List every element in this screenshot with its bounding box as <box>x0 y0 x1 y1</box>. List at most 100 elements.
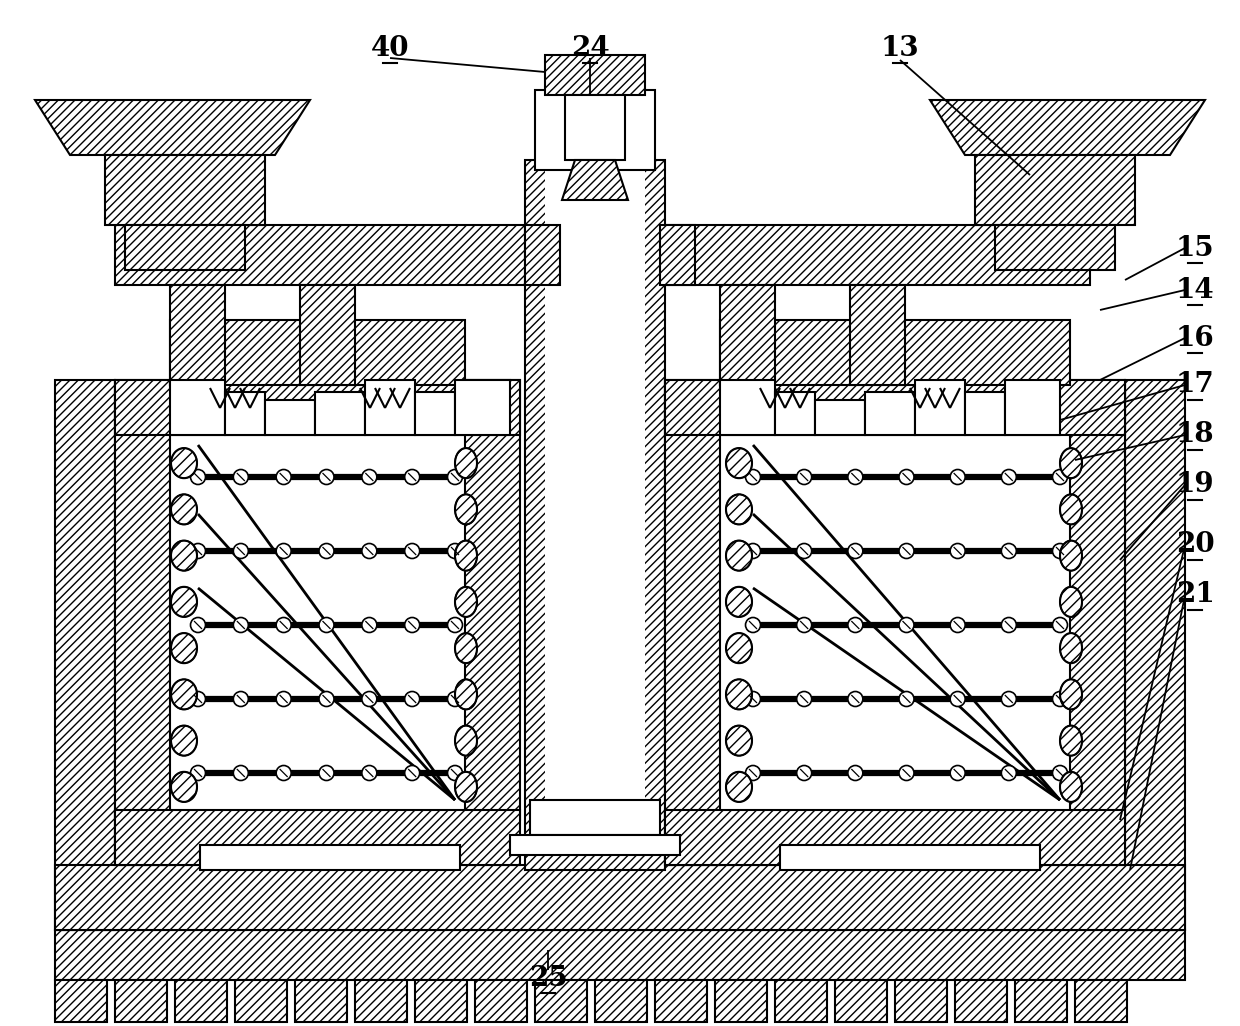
Text: 15: 15 <box>1176 235 1214 262</box>
Bar <box>665 810 1125 865</box>
Bar <box>170 320 465 385</box>
Circle shape <box>233 692 248 707</box>
Circle shape <box>796 544 812 558</box>
Bar <box>955 980 1007 1022</box>
Bar <box>465 380 520 820</box>
Ellipse shape <box>1060 679 1083 709</box>
Circle shape <box>319 544 334 558</box>
Bar <box>895 980 947 1022</box>
Circle shape <box>796 618 812 632</box>
Ellipse shape <box>171 448 197 478</box>
Bar <box>55 380 115 930</box>
Circle shape <box>319 765 334 781</box>
Bar <box>1125 380 1185 930</box>
Ellipse shape <box>171 772 197 802</box>
Bar <box>529 800 660 835</box>
Circle shape <box>745 544 760 558</box>
Bar <box>265 400 315 435</box>
Bar <box>780 845 1040 870</box>
Circle shape <box>950 692 965 707</box>
Ellipse shape <box>725 448 751 478</box>
Ellipse shape <box>171 541 197 570</box>
Circle shape <box>796 692 812 707</box>
Bar <box>815 400 866 435</box>
Bar <box>720 435 1070 810</box>
Circle shape <box>745 618 760 632</box>
Circle shape <box>1002 765 1017 781</box>
Bar <box>720 810 1070 865</box>
Circle shape <box>362 692 377 707</box>
Circle shape <box>362 765 377 781</box>
Bar <box>715 980 768 1022</box>
Text: 17: 17 <box>1176 371 1214 398</box>
Circle shape <box>404 618 419 632</box>
Ellipse shape <box>455 541 477 570</box>
Bar <box>525 160 665 870</box>
Circle shape <box>448 544 463 558</box>
Text: 16: 16 <box>1176 324 1214 352</box>
Bar <box>115 225 546 285</box>
Text: 19: 19 <box>1176 472 1214 499</box>
Circle shape <box>448 765 463 781</box>
Text: 40: 40 <box>371 35 409 62</box>
Bar <box>125 225 246 270</box>
Bar <box>994 225 1115 270</box>
Ellipse shape <box>725 587 751 617</box>
Bar <box>415 392 455 435</box>
Bar <box>115 980 167 1022</box>
Circle shape <box>191 544 206 558</box>
Ellipse shape <box>455 633 477 663</box>
Ellipse shape <box>1060 495 1083 524</box>
Bar <box>525 225 560 285</box>
Ellipse shape <box>455 448 477 478</box>
Bar <box>655 980 707 1022</box>
Bar <box>1016 980 1066 1022</box>
Bar <box>295 980 347 1022</box>
Bar <box>115 810 520 865</box>
Circle shape <box>448 470 463 484</box>
Circle shape <box>848 470 863 484</box>
Bar <box>55 865 1185 930</box>
Circle shape <box>191 618 206 632</box>
Bar <box>534 980 587 1022</box>
Bar <box>1004 380 1060 435</box>
Circle shape <box>362 544 377 558</box>
Text: 24: 24 <box>570 35 609 62</box>
Circle shape <box>950 544 965 558</box>
Circle shape <box>233 544 248 558</box>
Ellipse shape <box>1060 448 1083 478</box>
Bar <box>1075 980 1127 1022</box>
Circle shape <box>277 470 291 484</box>
Circle shape <box>233 765 248 781</box>
Bar <box>915 380 965 435</box>
Circle shape <box>1002 470 1017 484</box>
Circle shape <box>277 692 291 707</box>
Ellipse shape <box>455 725 477 756</box>
Circle shape <box>899 618 914 632</box>
Bar <box>775 392 815 435</box>
Bar <box>775 980 827 1022</box>
Bar <box>170 380 224 435</box>
Ellipse shape <box>171 679 197 709</box>
Ellipse shape <box>1060 633 1083 663</box>
Ellipse shape <box>725 679 751 709</box>
Bar <box>665 380 720 865</box>
Bar <box>115 380 170 865</box>
Circle shape <box>899 544 914 558</box>
Circle shape <box>1053 692 1068 707</box>
Bar <box>565 95 625 160</box>
Bar <box>595 980 647 1022</box>
Circle shape <box>848 618 863 632</box>
Ellipse shape <box>1060 725 1083 756</box>
Ellipse shape <box>455 679 477 709</box>
Ellipse shape <box>1060 541 1083 570</box>
Circle shape <box>1053 470 1068 484</box>
Bar <box>55 980 107 1022</box>
Circle shape <box>277 544 291 558</box>
Bar <box>55 930 1185 980</box>
Circle shape <box>899 470 914 484</box>
Bar <box>475 980 527 1022</box>
Circle shape <box>745 692 760 707</box>
Circle shape <box>277 618 291 632</box>
Ellipse shape <box>725 633 751 663</box>
